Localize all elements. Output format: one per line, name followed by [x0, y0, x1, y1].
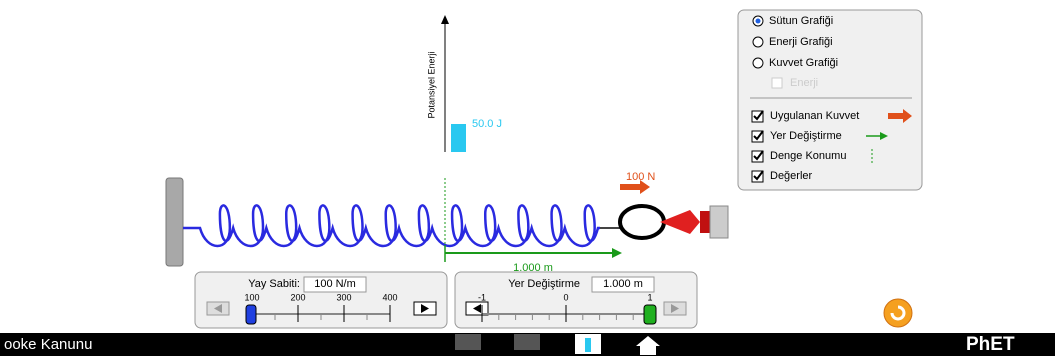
slider-tick-label: 0	[563, 292, 568, 302]
sim-screen: Potansiyel Enerji 50.0 J 100 N 1.000 m Y…	[0, 0, 1055, 356]
radio-button[interactable]	[753, 37, 763, 47]
checkbox-label: Yer Değiştirme	[770, 130, 842, 142]
radio-label: Kuvvet Grafiği	[769, 57, 838, 69]
energy-axis-label: Potansiyel Enerji	[426, 51, 436, 118]
slider-tick-label: 200	[290, 292, 305, 302]
wall	[166, 178, 183, 266]
axis-arrow	[441, 15, 449, 24]
panel-title: Yay Sabiti:	[248, 278, 300, 290]
icon-bar	[585, 338, 591, 352]
checkbox-disabled	[772, 78, 782, 88]
radio-button[interactable]	[753, 58, 763, 68]
robot-joint	[700, 211, 710, 233]
reset-button[interactable]	[884, 299, 912, 327]
slider-tick-label: -1	[478, 292, 486, 302]
slider-tick-label: 100	[244, 292, 259, 302]
energy-bar	[451, 124, 466, 152]
robot-base	[710, 206, 728, 238]
screen-icon[interactable]	[455, 334, 481, 350]
radio-dot	[756, 19, 761, 24]
sub-option-label: Enerji	[790, 77, 818, 89]
robot-grip	[620, 206, 664, 238]
slider-thumb[interactable]	[644, 305, 656, 324]
checkbox-label: Değerler	[770, 170, 813, 182]
robot-arm	[660, 210, 700, 234]
arrow-head	[612, 248, 622, 258]
slider-tick-label: 1	[647, 292, 652, 302]
sim-title: ooke Kanunu	[4, 336, 92, 353]
screen-icon[interactable]	[514, 334, 540, 350]
slider-thumb[interactable]	[246, 305, 256, 324]
readout: 1.000 m	[603, 278, 643, 290]
radio-label: Sütun Grafiği	[769, 15, 833, 27]
slider-tick-label: 300	[336, 292, 351, 302]
phet-logo: PhET	[966, 334, 1015, 355]
slider-tick-label: 400	[382, 292, 397, 302]
checkbox-label: Denge Konumu	[770, 150, 846, 162]
panel-title: Yer Değiştirme	[508, 278, 580, 290]
energy-value: 50.0 J	[472, 118, 502, 130]
checkbox-label: Uygulanan Kuvvet	[770, 110, 859, 122]
readout: 100 N/m	[314, 278, 356, 290]
spring	[183, 205, 600, 246]
radio-label: Enerji Grafiği	[769, 36, 833, 48]
